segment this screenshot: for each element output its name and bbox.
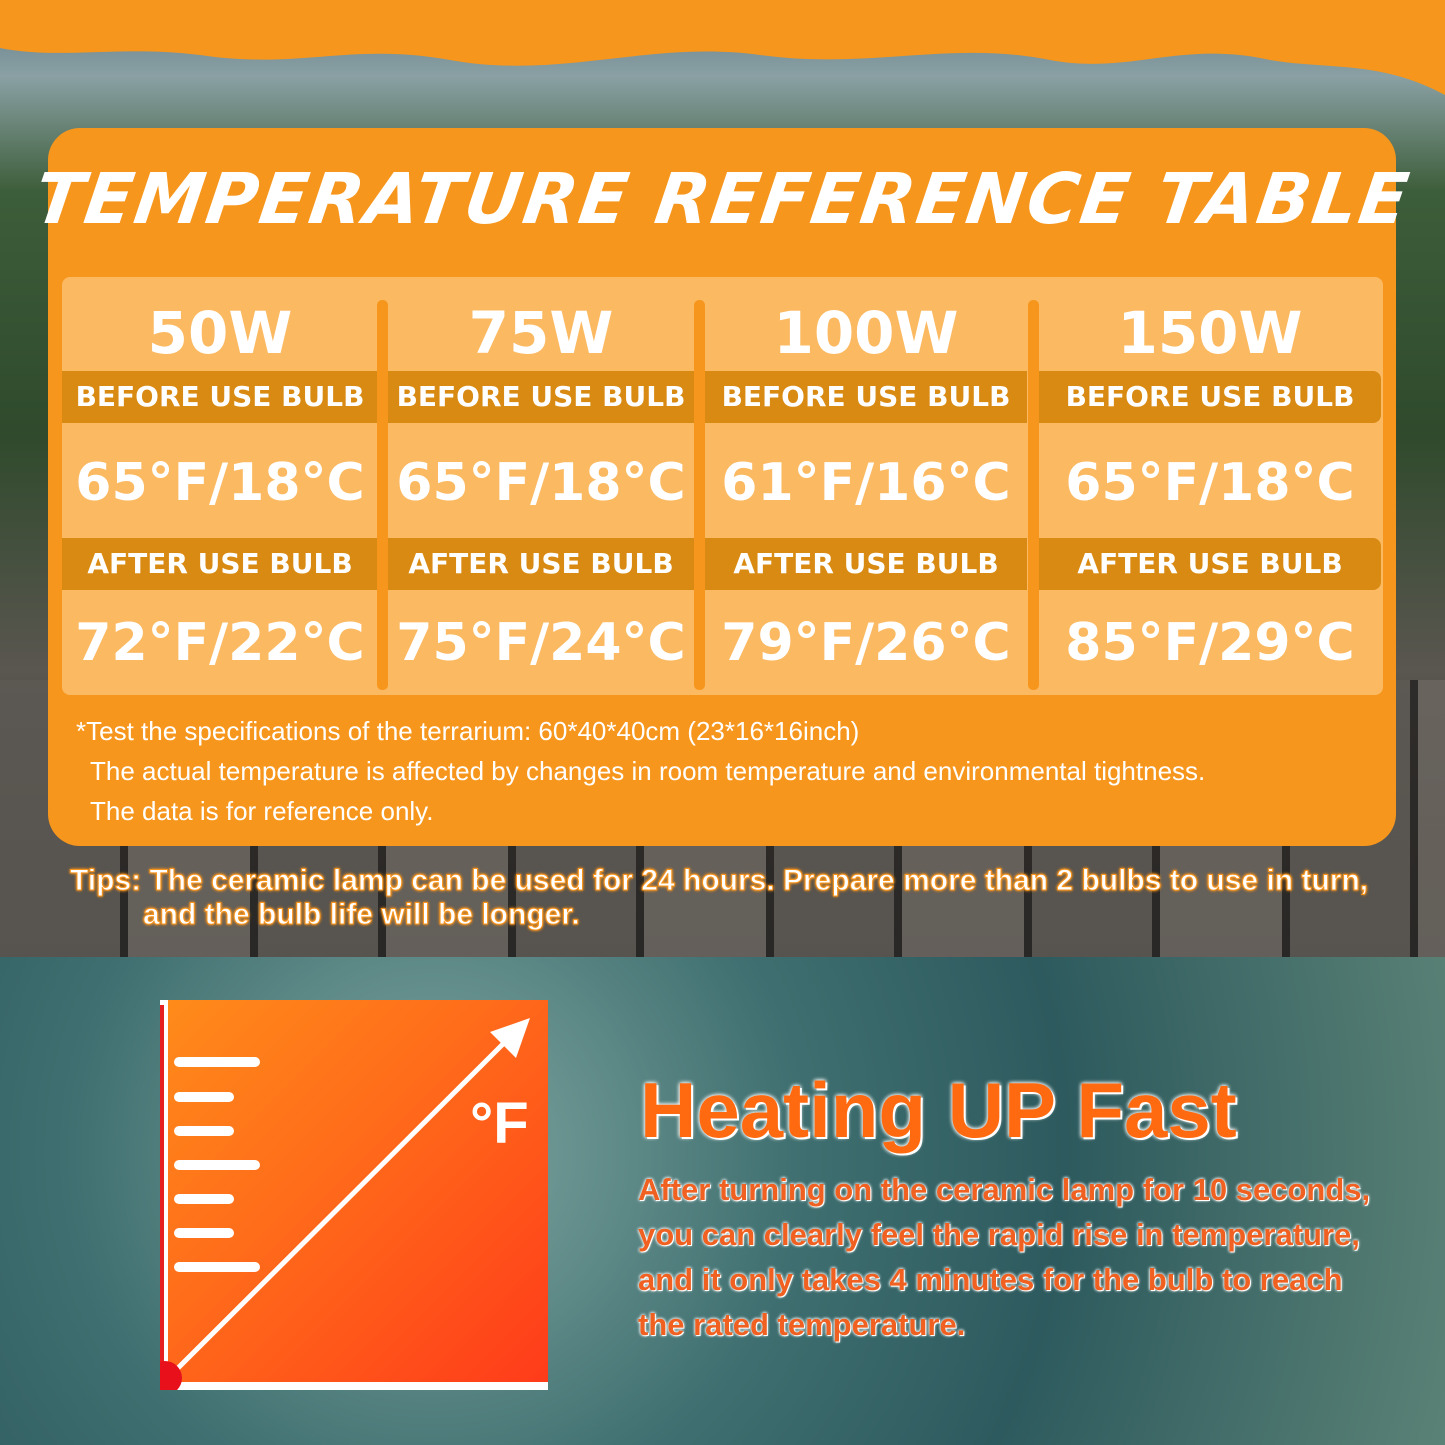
- note-line: *Test the specifications of the terrariu…: [76, 716, 860, 746]
- description-line: After turning on the ceramic lamp for 10…: [638, 1172, 1371, 1207]
- wattage: 100W: [773, 299, 959, 367]
- before-value: 65°F/18°C: [75, 453, 365, 513]
- column-divider: [377, 300, 388, 690]
- after-value: 72°F/22°C: [75, 613, 365, 673]
- before-label: BEFORE USE BULB: [1039, 371, 1381, 423]
- tips-line: Tips: The ceramic lamp can be used for 2…: [69, 864, 1369, 898]
- before-value: 61°F/16°C: [721, 453, 1011, 513]
- description-line: you can clearly feel the rapid rise in t…: [638, 1217, 1360, 1252]
- before-label: BEFORE USE BULB: [705, 371, 1027, 423]
- before-label: BEFORE USE BULB: [62, 371, 378, 423]
- note-line: The data is for reference only.: [90, 796, 434, 826]
- wattage: 150W: [1117, 299, 1303, 367]
- after-label: AFTER USE BULB: [705, 538, 1027, 590]
- after-value: 79°F/26°C: [721, 613, 1011, 673]
- column-divider: [694, 300, 705, 690]
- column-100w: 100W BEFORE USE BULB 61°F/16°C AFTER USE…: [705, 277, 1027, 695]
- note-line: The actual temperature is affected by ch…: [90, 756, 1206, 786]
- thermometer-rising-arrow-icon: °F: [148, 1000, 548, 1395]
- after-value: 75°F/24°C: [396, 613, 686, 673]
- column-50w: 50W BEFORE USE BULB 65°F/18°C AFTER USE …: [62, 277, 378, 695]
- table-title: TEMPERATURE REFERENCE TABLE: [29, 158, 1416, 240]
- before-value: 65°F/18°C: [396, 453, 686, 513]
- temperature-table: 50W BEFORE USE BULB 65°F/18°C AFTER USE …: [62, 277, 1383, 695]
- wattage: 50W: [147, 299, 293, 367]
- column-75w: 75W BEFORE USE BULB 65°F/18°C AFTER USE …: [388, 277, 694, 695]
- column-150w: 150W BEFORE USE BULB 65°F/18°C AFTER USE…: [1039, 277, 1381, 695]
- column-divider: [1028, 300, 1039, 690]
- tips-line: and the bulb life will be longer.: [143, 898, 581, 932]
- heading: Heating UP Fast: [640, 1066, 1237, 1154]
- heating-graphic: °F: [148, 1000, 548, 1395]
- after-value: 85°F/29°C: [1065, 613, 1355, 673]
- after-label: AFTER USE BULB: [388, 538, 694, 590]
- description-line: and it only takes 4 minutes for the bulb…: [638, 1262, 1343, 1297]
- orange-wave: [0, 0, 1445, 95]
- before-value: 65°F/18°C: [1065, 453, 1355, 513]
- after-label: AFTER USE BULB: [1039, 538, 1381, 590]
- wattage: 75W: [468, 299, 614, 367]
- before-label: BEFORE USE BULB: [388, 371, 694, 423]
- unit-label: °F: [470, 1091, 529, 1156]
- description-line: the rated temperature.: [638, 1307, 966, 1342]
- after-label: AFTER USE BULB: [62, 538, 378, 590]
